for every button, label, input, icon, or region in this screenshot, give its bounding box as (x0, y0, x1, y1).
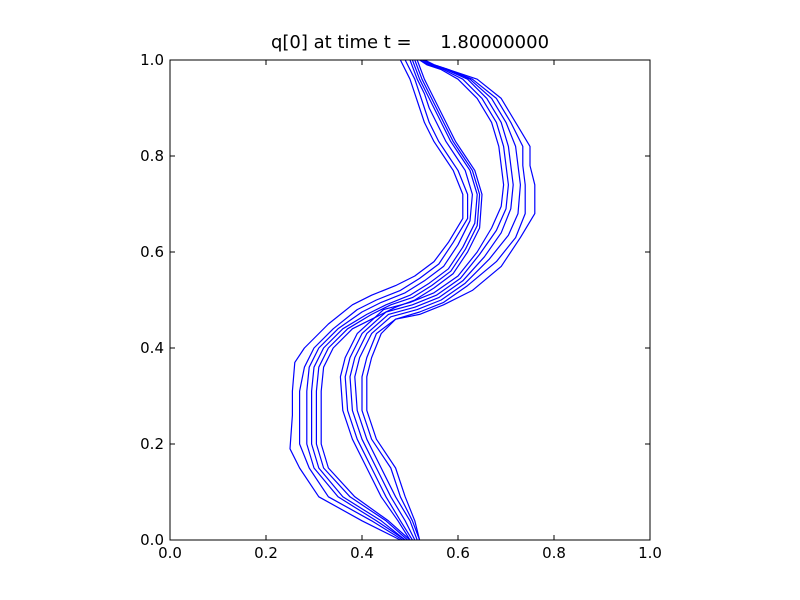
y-tick-label: 0.8 (140, 147, 164, 165)
contour-line-3-right (354, 59, 521, 541)
contour-line-3-left (306, 59, 473, 541)
y-tick-label: 0.2 (140, 435, 164, 453)
contour-line-5-right (344, 59, 509, 541)
x-tick-label: 1.0 (638, 544, 662, 562)
contour-line-1-right (366, 59, 536, 541)
axis-ticks (169, 59, 651, 541)
contour-lines (289, 59, 536, 541)
y-tick-label: 1.0 (140, 51, 164, 69)
contour-line-2-right (361, 59, 526, 541)
y-tick-label: 0.0 (140, 531, 164, 549)
y-tick-label: 0.6 (140, 243, 164, 261)
chart-title: q[0] at time t = 1.80000000 (271, 32, 549, 53)
x-axis-tick-labels: 0.0 0.2 0.4 0.6 0.8 1.0 (158, 544, 662, 562)
contour-line-6-right (339, 59, 505, 541)
y-axis-tick-labels: 0.0 0.2 0.4 0.6 0.8 1.0 (140, 51, 164, 549)
x-tick-label: 0.4 (350, 544, 374, 562)
contour-line-4-left (311, 59, 478, 541)
contour-line-6-left (320, 59, 483, 541)
x-tick-label: 0.6 (446, 544, 470, 562)
contour-line-1-left (289, 59, 464, 541)
x-tick-label: 0.8 (542, 544, 566, 562)
y-tick-label: 0.4 (140, 339, 164, 357)
contour-line-5-left (315, 59, 481, 541)
contour-line-4-right (349, 59, 514, 541)
plot-frame (169, 59, 651, 541)
x-tick-label: 0.2 (254, 544, 278, 562)
x-tick-label: 0.0 (158, 544, 182, 562)
contour-line-2-left (299, 59, 469, 541)
